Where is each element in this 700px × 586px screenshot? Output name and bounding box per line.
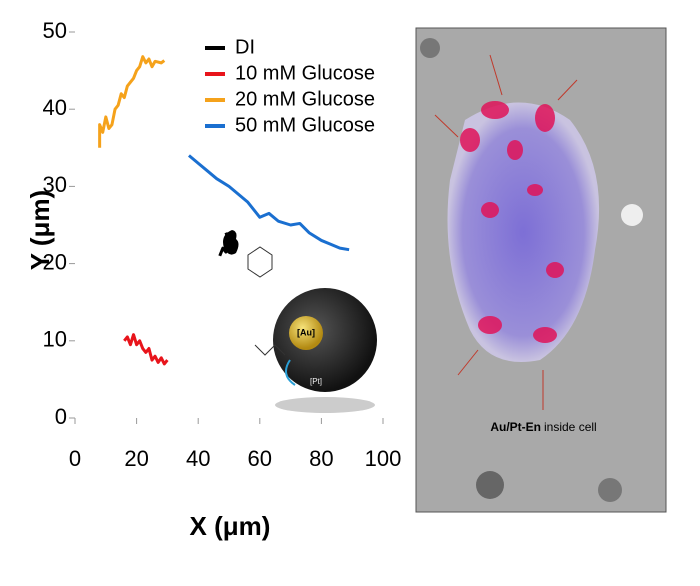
trajectory [98, 55, 166, 148]
nanoparticles [460, 101, 564, 343]
y-tick-label: 30 [43, 172, 67, 197]
cell-image: Au/Pt-En inside cell [415, 27, 667, 513]
y-axis-label: Y (μm) [25, 190, 55, 270]
trajectory [187, 154, 350, 252]
di-blob [223, 230, 239, 255]
arrow [285, 359, 296, 386]
legend-label: 50 mM Glucose [235, 114, 375, 136]
particle-illustration: [Au] [Pt] [223, 230, 377, 413]
y-tick-label: 20 [43, 249, 67, 274]
x-tick-label: 60 [248, 446, 272, 471]
y-tick-label: 10 [43, 327, 67, 352]
x-tick-label: 40 [186, 446, 210, 471]
x-tick-label: 0 [69, 446, 81, 471]
particle [621, 204, 643, 226]
caption: inside cell [544, 420, 597, 434]
au-cap [289, 316, 323, 350]
x-axis-label: X (μm) [190, 511, 271, 541]
particle [420, 38, 440, 58]
pt-sphere [273, 288, 377, 392]
particle [476, 471, 504, 499]
legend-label: 10 mM Glucose [235, 62, 375, 84]
cell [447, 102, 600, 362]
legend-label: 20 mM Glucose [235, 88, 375, 110]
x-tick-label: 80 [309, 446, 333, 471]
glucose [247, 246, 273, 278]
h2o2 [254, 344, 286, 356]
y-tick-label: 50 [43, 18, 67, 43]
trajectory [123, 333, 169, 366]
y-tick-label: 40 [43, 95, 67, 120]
y-tick-label: 0 [55, 404, 67, 429]
particle [598, 478, 622, 502]
arrows [434, 54, 578, 410]
au-label: [Au] [297, 327, 315, 337]
pt-label: [Pt] [310, 377, 322, 386]
caption-bold: Au/Pt-En [490, 420, 541, 434]
x-tick-label: 20 [124, 446, 148, 471]
x-tick-label: 100 [365, 446, 402, 471]
legend-label: DI [235, 36, 255, 58]
shadow [275, 397, 375, 413]
